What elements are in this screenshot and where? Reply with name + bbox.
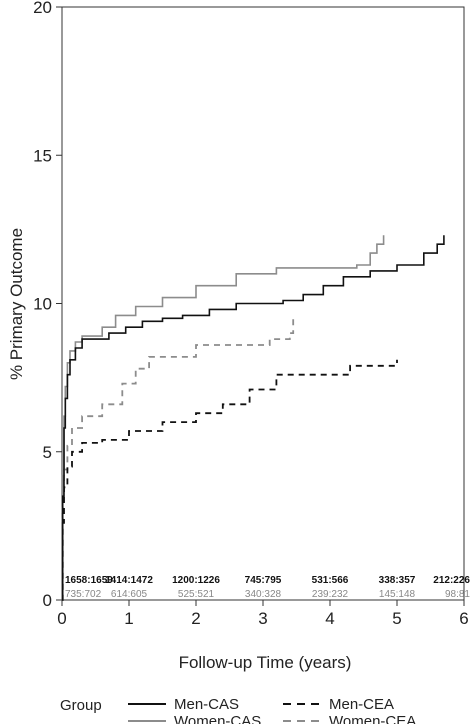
at-risk-men-label: 1200:1226 (172, 575, 220, 586)
legend-label-men-cea: Men-CEA (329, 696, 394, 713)
at-risk-women-label: 614:605 (111, 589, 148, 600)
at-risk-women-label: 525:521 (178, 589, 215, 600)
at-risk-women-label: 239:232 (312, 589, 349, 600)
at-risk-men-label: 338:357 (379, 575, 416, 586)
axes: 0 5 10 15 20 0 1 2 3 4 5 6 (33, 0, 469, 628)
x-tick-label: 3 (258, 609, 267, 628)
at-risk-women-label: 98:81 (445, 589, 470, 600)
x-tick-label: 0 (57, 609, 66, 628)
x-tick-label: 5 (392, 609, 401, 628)
legend: Group Men-CAS Men-CEA Women-CAS Women-CEA (60, 696, 416, 724)
series-line-women-cea (61, 315, 295, 601)
x-tick-label: 1 (124, 609, 133, 628)
series-line-men-cea (61, 359, 398, 601)
at-risk-women-label: 735:702 (65, 589, 102, 600)
legend-label-women-cas: Women-CAS (174, 713, 261, 724)
y-axis-label: % Primary Outcome (7, 228, 26, 380)
series-layer (61, 235, 445, 601)
at-risk-men-label: 531:566 (312, 575, 349, 586)
x-tick-label: 2 (191, 609, 200, 628)
at-risk-men-label: 745:795 (245, 575, 282, 586)
at-risk-men-label: 1658:1659 (65, 575, 113, 586)
x-tick-label: 4 (325, 609, 334, 628)
at-risk-men-label: 1414:1472 (105, 575, 153, 586)
at-risk-men-label: 212:226 (433, 575, 470, 586)
y-tick-label: 15 (33, 146, 52, 165)
at-risk-women-label: 145:148 (379, 589, 416, 600)
legend-title: Group (60, 697, 102, 714)
series-line-women-cas (61, 235, 385, 601)
legend-label-women-cea: Women-CEA (329, 713, 416, 724)
y-tick-label: 0 (43, 591, 52, 610)
x-tick-label: 6 (459, 609, 468, 628)
y-tick-label: 5 (43, 443, 52, 462)
x-axis-label: Follow-up Time (years) (179, 653, 352, 672)
legend-label-men-cas: Men-CAS (174, 696, 239, 713)
at-risk-women-label: 340:328 (245, 589, 282, 600)
series-line-men-cas (61, 235, 445, 601)
y-tick-label: 20 (33, 0, 52, 17)
y-tick-label: 10 (33, 295, 52, 314)
